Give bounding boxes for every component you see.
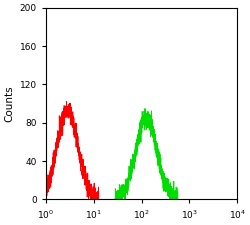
Y-axis label: Counts: Counts — [4, 85, 14, 122]
